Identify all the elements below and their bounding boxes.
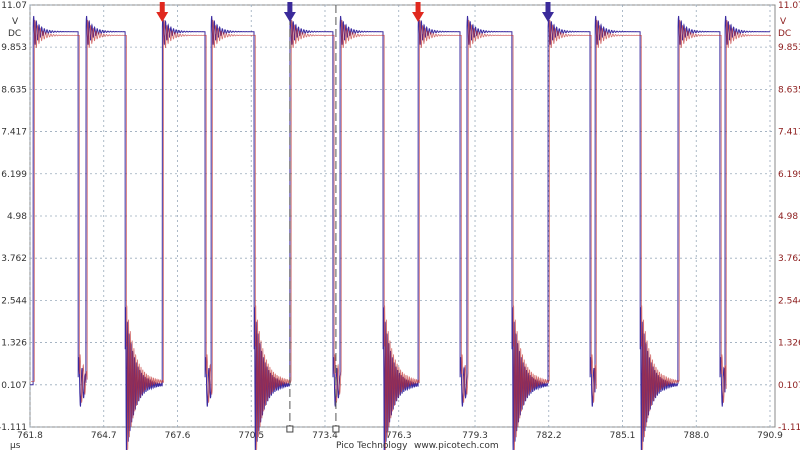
cursors xyxy=(286,5,340,433)
y-tick-label-right: 9.853 xyxy=(778,43,800,53)
y-tick-label-right: 3.762 xyxy=(778,254,800,264)
y-tick-label-right: 11.07 xyxy=(778,1,800,11)
y-tick-label-left: 8.635 xyxy=(1,85,27,95)
y-tick-label-left: 9.853 xyxy=(1,43,27,53)
traces xyxy=(30,15,771,454)
x-tick-label: 788.0 xyxy=(683,431,709,441)
trigger-arrow-icon xyxy=(283,2,296,22)
trigger-markers xyxy=(156,2,554,22)
y-tick-label-left: 3.762 xyxy=(1,254,27,264)
x-tick-label: 790.9 xyxy=(757,431,783,441)
y-tick-label-left: 11.07 xyxy=(1,1,27,11)
footer-company: Pico Technology xyxy=(336,441,408,450)
x-unit: µs xyxy=(10,441,21,450)
y-unit-left: V xyxy=(12,17,19,27)
y-tick-label-right: 8.635 xyxy=(778,85,800,95)
trigger-arrow-icon xyxy=(542,2,554,22)
x-tick-label: 782.2 xyxy=(536,431,562,441)
y-tick-label-left: 2.544 xyxy=(1,296,27,306)
x-tick-label: 764.7 xyxy=(91,431,117,441)
y-axis-left: 11.07 9.853 8.635 7.417 6.199 4.98 3.762 2.544 1… xyxy=(0,1,27,433)
x-tick-label: 761.8 xyxy=(17,431,43,441)
y-tick-label-left: 0.107 xyxy=(1,381,27,391)
y-tick-label-right: -1.111 xyxy=(778,423,800,433)
y-unit-right: V xyxy=(780,17,787,27)
y-tick-label-right: 2.544 xyxy=(778,296,800,306)
y-coupling-left: DC xyxy=(8,29,21,39)
x-tick-label: 770.5 xyxy=(238,431,264,441)
x-tick-label: 776.3 xyxy=(386,431,412,441)
y-axis-right: 11.07 9.853 8.635 7.417 6.199 4.98 3.762 2.544 1… xyxy=(778,1,800,433)
cursor-handle[interactable] xyxy=(286,425,294,433)
x-tick-label: 785.1 xyxy=(610,431,636,441)
cursor-handle[interactable] xyxy=(332,425,340,433)
x-tick-label: 779.3 xyxy=(462,431,488,441)
x-axis: 761.8 764.7 767.6 770.5 773.4 776.3 779.3 782.2… xyxy=(17,431,783,441)
y-tick-label-right: 0.107 xyxy=(778,381,800,391)
footer-url: www.picotech.com xyxy=(414,441,499,450)
y-tick-label-left: 7.417 xyxy=(1,128,27,138)
y-tick-label-right: 7.417 xyxy=(778,128,800,138)
y-tick-label-left: 4.98 xyxy=(7,212,27,222)
trigger-arrow-icon xyxy=(412,2,425,22)
grid xyxy=(29,4,776,428)
x-tick-label: 767.6 xyxy=(165,431,191,441)
trace-b xyxy=(31,19,771,451)
y-tick-label-left: 6.199 xyxy=(1,170,27,180)
trigger-arrow-icon xyxy=(156,2,169,22)
y-tick-label-right: 1.326 xyxy=(778,339,800,349)
y-coupling-right: DC xyxy=(778,29,791,39)
x-tick-label: 773.4 xyxy=(312,431,338,441)
y-tick-label-right: 6.199 xyxy=(778,170,800,180)
y-tick-label-left: -1.111 xyxy=(0,423,27,433)
y-tick-label-left: 1.326 xyxy=(1,339,27,349)
y-tick-label-right: 4.98 xyxy=(778,212,798,222)
